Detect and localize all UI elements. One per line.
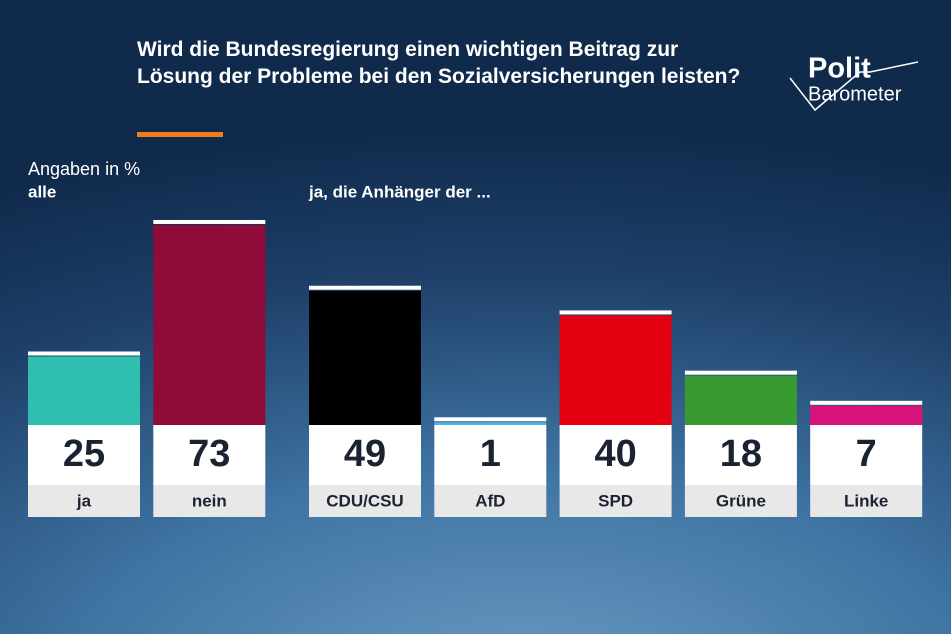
category-label: nein [192,491,227,510]
bar [684,375,797,425]
bar-cap [153,219,266,224]
value-box [559,425,672,485]
bar-cap [28,351,140,356]
category-label: Grüne [716,491,766,510]
value-label: 40 [594,433,636,475]
category-box [28,485,140,517]
bar [153,224,266,425]
bar-cap [559,310,672,315]
category-label: AfD [475,491,505,510]
title-underline [137,132,223,137]
value-label: 49 [344,433,386,475]
category-box [309,485,421,517]
value-box [684,425,797,485]
chart-title: Wird die Bundesregierung einen wichtigen… [137,38,741,88]
group-label: alle [28,182,56,201]
category-box [684,485,797,517]
bar-cap [434,417,547,422]
bar-cap [309,285,421,290]
value-label: 1 [480,433,501,475]
value-label: 18 [720,433,762,475]
value-box [810,425,923,485]
category-box [559,485,672,517]
value-label: 25 [63,433,105,475]
category-label: Linke [844,491,888,510]
category-box [810,485,923,517]
category-box [153,485,266,517]
value-label: 73 [188,433,230,475]
bar [810,405,923,425]
group-label: ja, die Anhänger der ... [308,182,491,201]
value-label: 7 [856,433,877,475]
value-box [28,425,140,485]
value-box [434,425,547,485]
subtitle: Angaben in % [28,159,140,179]
bar [309,290,421,425]
value-box [153,425,266,485]
category-label: ja [76,491,92,510]
bar [28,356,140,425]
bar [559,315,672,425]
category-box [434,485,547,517]
value-box [309,425,421,485]
logo-check [789,61,919,112]
category-label: SPD [598,491,633,510]
bar-cap [810,400,923,405]
logo-text: Polit [808,53,871,85]
bar-cap [684,370,797,375]
bar [434,422,547,425]
logo-text: Barometer [808,83,902,105]
category-label: CDU/CSU [326,491,403,510]
